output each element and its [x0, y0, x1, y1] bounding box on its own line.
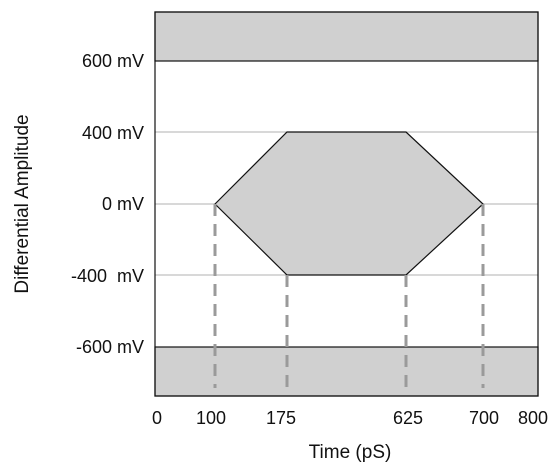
x-tick-800: 800: [518, 408, 548, 428]
eye-mask-hexagon: [214, 131, 484, 276]
y-tick-400mV: 400 mV: [82, 123, 144, 143]
x-axis-title: Time (pS): [309, 442, 392, 463]
upper-mask-region: [154, 11, 539, 62]
x-tick-175: 175: [266, 408, 296, 428]
x-tick-100: 100: [196, 408, 226, 428]
x-tick-700: 700: [469, 408, 499, 428]
y-tick-minus400mV: -400 mV: [71, 266, 144, 286]
y-tick-0mV: 0 mV: [102, 194, 144, 214]
x-tick-625: 625: [393, 408, 423, 428]
y-tick-minus600mV: -600 mV: [76, 337, 144, 357]
plot-frame: [154, 11, 539, 397]
y-tick-600mV: 600 mV: [82, 51, 144, 71]
x-tick-0: 0: [152, 408, 162, 428]
y-axis-title: Differential Amplitude: [12, 114, 33, 293]
lower-mask-region: [154, 346, 539, 397]
